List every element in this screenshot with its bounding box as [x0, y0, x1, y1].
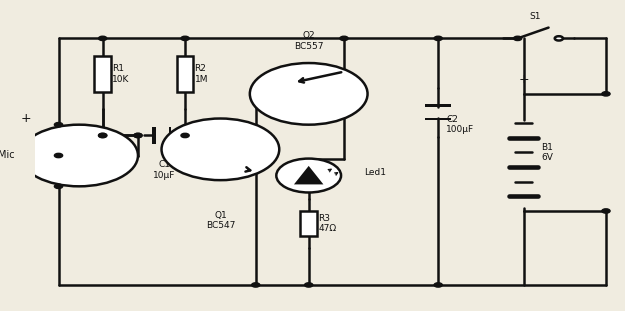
Circle shape	[602, 92, 610, 96]
Circle shape	[54, 184, 62, 188]
Circle shape	[134, 133, 142, 138]
Circle shape	[602, 209, 610, 213]
Circle shape	[99, 36, 107, 40]
Circle shape	[434, 283, 442, 287]
Text: R1
10K: R1 10K	[112, 64, 129, 84]
Circle shape	[99, 133, 107, 138]
Text: B1
6V: B1 6V	[541, 143, 553, 162]
Text: +: +	[21, 112, 31, 125]
Circle shape	[54, 123, 62, 127]
Circle shape	[252, 283, 260, 287]
Circle shape	[276, 159, 341, 193]
Polygon shape	[296, 168, 321, 183]
Text: R2
1M: R2 1M	[194, 64, 208, 84]
Text: Q2
BC557: Q2 BC557	[294, 31, 323, 51]
Bar	[169, 127, 171, 144]
Circle shape	[134, 133, 142, 138]
Circle shape	[99, 133, 107, 138]
Circle shape	[54, 153, 62, 158]
Circle shape	[434, 36, 442, 40]
Bar	[94, 56, 111, 91]
Circle shape	[181, 133, 189, 138]
Text: R3
47Ω: R3 47Ω	[318, 214, 336, 233]
Circle shape	[161, 118, 279, 180]
Circle shape	[181, 36, 189, 40]
Bar	[177, 56, 193, 91]
Circle shape	[340, 36, 348, 40]
Bar	[425, 104, 451, 107]
Circle shape	[250, 63, 368, 125]
Circle shape	[514, 36, 522, 40]
Text: C2
100μF: C2 100μF	[446, 115, 474, 134]
Circle shape	[555, 36, 563, 40]
Text: Mic: Mic	[0, 151, 14, 160]
Text: S1: S1	[529, 12, 541, 21]
Bar	[152, 127, 156, 144]
Text: +: +	[518, 73, 529, 86]
Text: Q1
BC547: Q1 BC547	[206, 211, 235, 230]
Circle shape	[20, 125, 138, 186]
Bar	[425, 118, 451, 120]
Circle shape	[304, 283, 312, 287]
Text: Led1: Led1	[364, 168, 387, 177]
Text: C1
10μF: C1 10μF	[153, 160, 176, 179]
Bar	[301, 211, 317, 236]
